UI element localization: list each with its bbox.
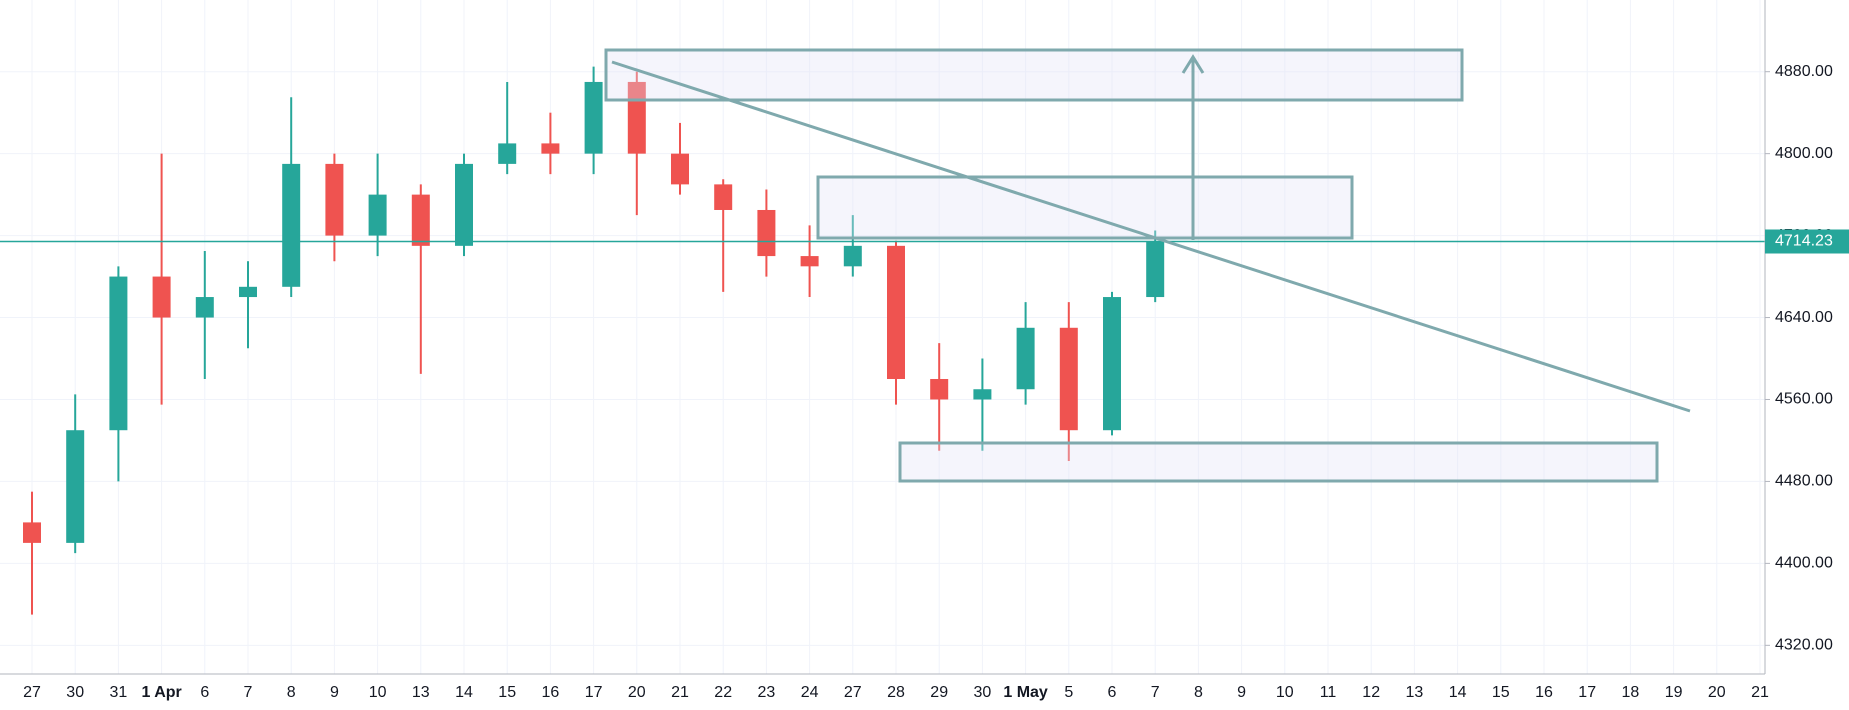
x-tick-label: 1 May	[1003, 684, 1048, 701]
x-tick-label: 8	[1194, 684, 1203, 701]
x-tick-label: 22	[714, 684, 732, 701]
candle-body	[66, 430, 85, 543]
zone-rectangle	[898, 441, 1659, 483]
candle-body	[584, 81, 603, 154]
x-tick-label: 28	[887, 684, 905, 701]
candle-body	[671, 153, 689, 185]
candle-body	[1146, 241, 1165, 298]
x-tick-label: 16	[1535, 684, 1553, 701]
x-tick-label: 17	[1578, 684, 1596, 701]
x-tick-label: 27	[844, 684, 862, 701]
candle-body	[800, 256, 819, 267]
x-tick-label: 8	[287, 684, 296, 701]
last-price-label: 4714.23	[1775, 233, 1833, 250]
trend-line	[611, 60, 1691, 413]
x-tick-label: 16	[542, 684, 560, 701]
x-tick-label: 18	[1622, 684, 1640, 701]
x-tick-label: 15	[1492, 684, 1510, 701]
y-tick-label: 4320.00	[1775, 637, 1833, 654]
candle-body	[714, 184, 733, 210]
candle-body	[455, 163, 473, 246]
x-tick-label: 6	[1108, 684, 1117, 701]
x-tick-label: 19	[1665, 684, 1683, 701]
x-tick-label: 23	[758, 684, 776, 701]
x-tick-label: 13	[412, 684, 430, 701]
x-tick-label: 15	[498, 684, 516, 701]
x-tick-label: 10	[1276, 684, 1294, 701]
x-tick-label: 29	[930, 684, 948, 701]
x-tick-label: 21	[1751, 684, 1769, 701]
candle-body	[368, 194, 387, 236]
zone-rectangle	[816, 175, 1354, 240]
candle-body	[541, 143, 560, 154]
candle-body	[325, 163, 344, 236]
candle-body	[498, 143, 517, 164]
x-tick-label: 24	[801, 684, 819, 701]
x-tick-label: 6	[200, 684, 209, 701]
y-tick-label: 4480.00	[1775, 473, 1833, 490]
y-tick-label: 4640.00	[1775, 309, 1833, 326]
candle-body	[282, 163, 301, 287]
y-tick-label: 4880.00	[1775, 63, 1833, 80]
x-tick-label: 20	[1708, 684, 1726, 701]
candle-body	[887, 245, 905, 379]
candle-body	[1016, 327, 1035, 390]
y-tick-label: 4560.00	[1775, 391, 1833, 408]
x-tick-label: 27	[23, 684, 41, 701]
x-tick-label: 30	[974, 684, 992, 701]
x-tick-label: 9	[1237, 684, 1246, 701]
candle-body	[239, 286, 257, 298]
x-tick-label: 7	[244, 684, 253, 701]
candle-body	[109, 276, 128, 431]
zone-rectangle	[604, 48, 1464, 102]
candle-body	[757, 209, 776, 257]
x-tick-label: 1 Apr	[141, 684, 181, 701]
candle-body	[930, 378, 949, 400]
x-tick-label: 14	[1449, 684, 1467, 701]
candle-body	[843, 245, 862, 267]
x-tick-label: 11	[1320, 684, 1337, 701]
x-tick-label: 12	[1362, 684, 1380, 701]
x-tick-label: 14	[455, 684, 473, 701]
x-tick-label: 17	[585, 684, 603, 701]
x-tick-label: 5	[1064, 684, 1073, 701]
candles	[0, 66, 1765, 615]
x-tick-label: 7	[1151, 684, 1160, 701]
candle-body	[1103, 297, 1121, 431]
x-tick-label: 21	[671, 684, 689, 701]
x-tick-label: 13	[1406, 684, 1424, 701]
y-tick-label: 4800.00	[1775, 145, 1833, 162]
y-tick-label: 4400.00	[1775, 555, 1833, 572]
last-price-box	[1765, 229, 1849, 254]
x-tick-label: 20	[628, 684, 646, 701]
candle-body	[1059, 327, 1078, 431]
drawings	[604, 48, 1691, 483]
x-tick-label: 31	[110, 684, 128, 701]
x-tick-label: 9	[330, 684, 339, 701]
x-tick-label: 10	[369, 684, 387, 701]
x-tick-label: 30	[66, 684, 84, 701]
candle-body	[152, 276, 171, 318]
candle-body	[23, 522, 41, 543]
arrow-head	[1181, 54, 1205, 74]
candle-body	[411, 194, 430, 246]
candle-body	[195, 297, 214, 318]
candle-body	[973, 389, 992, 400]
